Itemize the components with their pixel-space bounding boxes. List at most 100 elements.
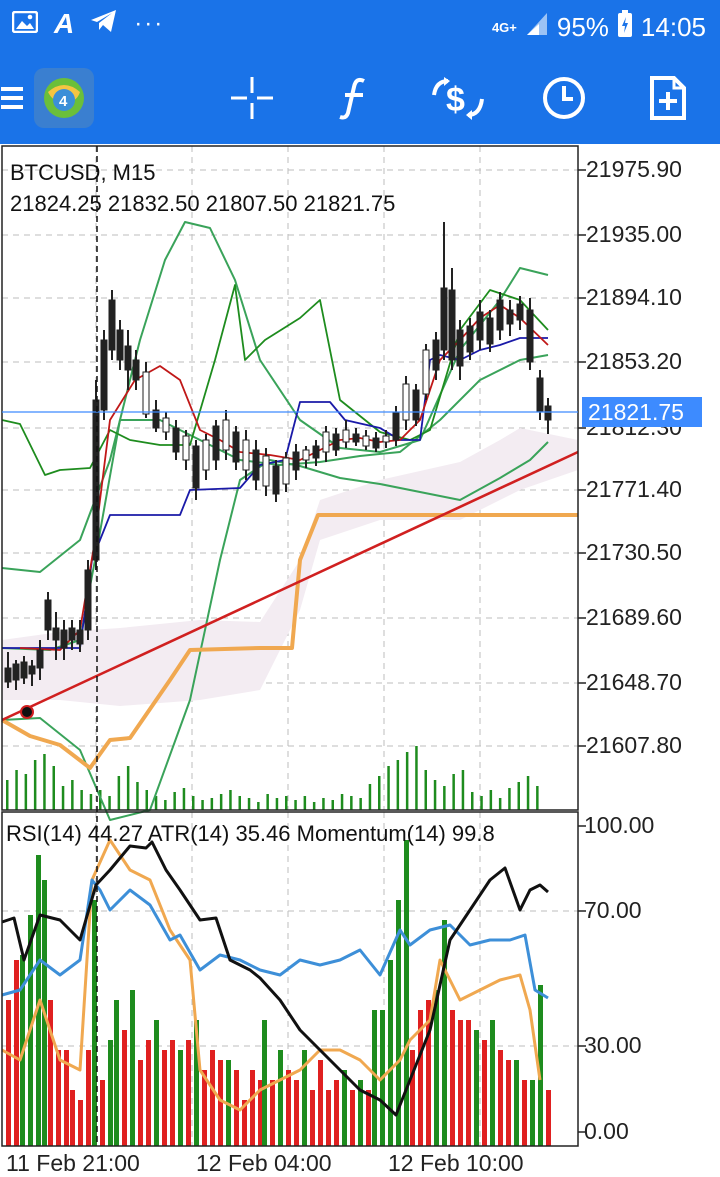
volume-bar (368, 784, 372, 810)
network-badge: 4G+ (491, 20, 517, 35)
histogram-bar (48, 1000, 53, 1146)
histogram-bar (278, 1050, 283, 1146)
battery-icon (617, 10, 633, 45)
volume-bar (219, 794, 223, 810)
volume-bar (71, 780, 74, 810)
candle-body (282, 457, 290, 485)
histogram-bar (92, 900, 97, 1146)
histogram-bar (210, 1050, 215, 1146)
histogram-bar (130, 990, 135, 1146)
menu-icon[interactable] (0, 64, 24, 132)
volume-bar (396, 760, 400, 810)
candle-body (440, 287, 448, 351)
histogram-bar (122, 1030, 127, 1146)
volume-bar (461, 770, 465, 810)
svg-text:$: $ (446, 81, 465, 119)
candle-body (322, 431, 330, 453)
volume-bar (285, 796, 288, 810)
senkou-orange-line (1, 513, 578, 770)
trade-icon[interactable]: $ (424, 64, 492, 132)
histogram-bar (262, 1020, 267, 1146)
histogram-bar (326, 1090, 331, 1146)
histogram-bar (250, 1070, 255, 1146)
app-logo-icon[interactable]: 4 (34, 68, 94, 128)
candle-body (68, 627, 76, 641)
histogram-bar (70, 1090, 75, 1146)
trend-line (1, 450, 579, 722)
price-axis-label: 21607.80 (586, 732, 682, 758)
histogram-bar (138, 1060, 143, 1146)
battery-percent: 95% (556, 12, 609, 42)
candle-body (382, 435, 390, 443)
histogram-bar (170, 1040, 175, 1146)
histogram-bar (450, 1010, 455, 1146)
volume-bar (303, 796, 307, 810)
candle-body (544, 405, 552, 421)
candle-body (486, 317, 494, 345)
crosshair-icon[interactable] (218, 64, 286, 132)
time-axis-label: 11 Feb 21:00 (6, 1150, 140, 1176)
volume-bar (275, 798, 279, 810)
candle-body (242, 439, 250, 471)
indicator-axis-label: 100.00 (584, 812, 655, 838)
indicator-axis-label: 30.00 (584, 1032, 642, 1058)
histogram-bar (506, 1060, 511, 1146)
candle-body (108, 299, 116, 351)
candle-body (332, 433, 340, 451)
volume-bar (182, 788, 186, 810)
candle-body (432, 339, 440, 371)
volume-bar (378, 776, 381, 810)
histogram-bar (434, 990, 439, 1146)
histogram-bar (302, 1050, 307, 1146)
clock-icon[interactable] (530, 64, 598, 132)
candle-body (312, 445, 320, 459)
indicator-axis-label: 0.00 (584, 1118, 629, 1144)
price-axis-label: 21853.20 (586, 348, 682, 374)
volume-bar (201, 800, 204, 810)
volume-bar (89, 794, 93, 810)
price-axis-label: 21935.00 (586, 221, 682, 247)
volume-bar (238, 796, 241, 810)
histogram-bar (474, 1030, 479, 1146)
candle-body (496, 299, 504, 331)
volume-bar (526, 776, 530, 810)
histogram-bar (372, 1010, 377, 1146)
candle-body (116, 329, 124, 361)
svg-text:4: 4 (59, 93, 68, 110)
candle-body (124, 345, 132, 371)
volume-bar (126, 766, 130, 810)
histogram-bar (162, 1050, 167, 1146)
volume-bar (340, 794, 344, 810)
candle-body (466, 325, 474, 353)
candle-body (456, 329, 464, 367)
candle-body (202, 439, 210, 471)
histogram-bar (78, 1100, 83, 1146)
clock-time: 14:05 (640, 12, 706, 42)
indicator-axis-label: 70.00 (584, 897, 642, 923)
histogram-bar (404, 840, 409, 1146)
new-order-icon[interactable] (634, 64, 702, 132)
momentum-black-line (1, 840, 549, 1117)
histogram-bar (218, 1060, 223, 1146)
rsi-line (1, 878, 549, 1000)
ichimoku-cloud (2, 428, 578, 706)
candle-body (12, 663, 20, 681)
volume-bar (443, 786, 446, 810)
volume-bar (266, 794, 269, 810)
bollinger-upper (1, 221, 549, 573)
candle-body (262, 455, 270, 487)
histogram-bar (114, 1000, 119, 1146)
histogram-bar (358, 1080, 363, 1146)
volume-bar (350, 796, 353, 810)
volume-bar (257, 802, 260, 810)
histogram-bar (498, 1050, 503, 1146)
histogram-bar (366, 1090, 371, 1146)
candle-body (142, 371, 150, 415)
gallery-icon (11, 9, 39, 40)
histogram-bar (410, 1050, 415, 1146)
histogram-bar (242, 1100, 247, 1146)
histogram-bar (522, 1080, 527, 1146)
more-dots-icon: ··· (134, 10, 165, 37)
indicators-icon[interactable] (320, 64, 388, 132)
